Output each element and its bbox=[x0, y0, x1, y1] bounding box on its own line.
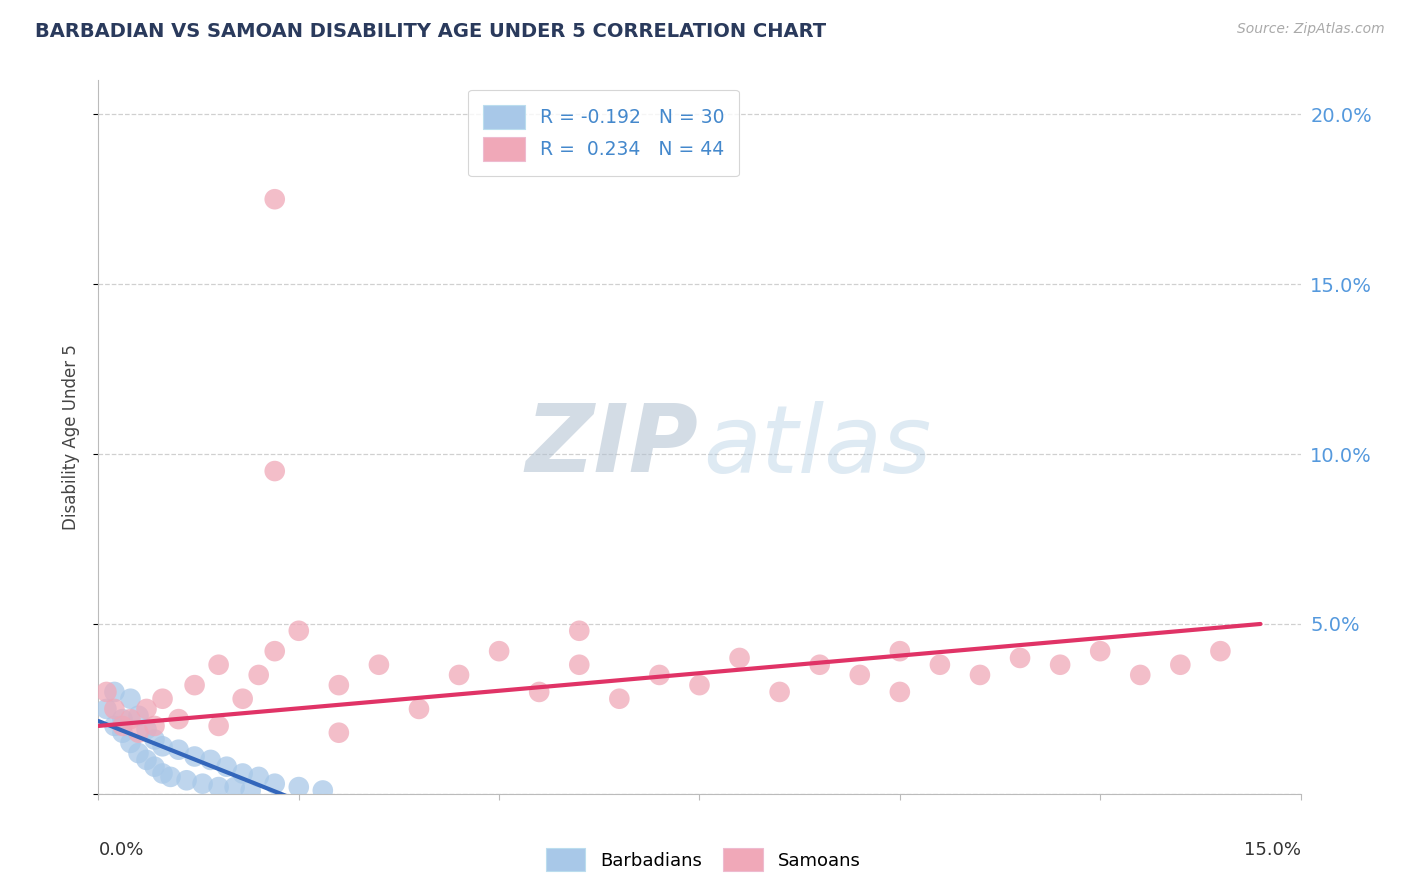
Text: 15.0%: 15.0% bbox=[1243, 841, 1301, 860]
Point bbox=[120, 712, 142, 726]
Point bbox=[263, 644, 285, 658]
Point bbox=[368, 657, 391, 672]
Point bbox=[128, 746, 150, 760]
Text: Source: ZipAtlas.com: Source: ZipAtlas.com bbox=[1237, 22, 1385, 37]
Point bbox=[648, 668, 671, 682]
Point bbox=[1010, 651, 1032, 665]
Point bbox=[135, 723, 157, 737]
Point bbox=[224, 780, 246, 794]
Point bbox=[239, 783, 262, 797]
Text: BARBADIAN VS SAMOAN DISABILITY AGE UNDER 5 CORRELATION CHART: BARBADIAN VS SAMOAN DISABILITY AGE UNDER… bbox=[35, 22, 827, 41]
Legend: Barbadians, Samoans: Barbadians, Samoans bbox=[538, 841, 868, 879]
Point bbox=[1170, 657, 1192, 672]
Point bbox=[263, 192, 285, 206]
Point bbox=[689, 678, 711, 692]
Point bbox=[889, 644, 911, 658]
Point bbox=[488, 644, 510, 658]
Point bbox=[247, 668, 270, 682]
Point bbox=[1049, 657, 1071, 672]
Point bbox=[312, 783, 335, 797]
Point bbox=[152, 739, 174, 754]
Point bbox=[208, 657, 231, 672]
Point bbox=[408, 702, 430, 716]
Point bbox=[232, 766, 254, 780]
Point bbox=[167, 742, 190, 756]
Point bbox=[1209, 644, 1232, 658]
Point bbox=[568, 624, 591, 638]
Point bbox=[328, 678, 350, 692]
Point bbox=[208, 780, 231, 794]
Point bbox=[120, 691, 142, 706]
Point bbox=[96, 702, 118, 716]
Point bbox=[969, 668, 991, 682]
Point bbox=[609, 691, 631, 706]
Point bbox=[263, 464, 285, 478]
Point bbox=[808, 657, 831, 672]
Legend: R = -0.192   N = 30, R =  0.234   N = 44: R = -0.192 N = 30, R = 0.234 N = 44 bbox=[468, 90, 740, 177]
Point bbox=[159, 770, 181, 784]
Point bbox=[447, 668, 470, 682]
Point bbox=[568, 657, 591, 672]
Point bbox=[167, 712, 190, 726]
Point bbox=[111, 712, 134, 726]
Point bbox=[849, 668, 872, 682]
Point bbox=[128, 725, 150, 739]
Point bbox=[96, 685, 118, 699]
Point bbox=[120, 736, 142, 750]
Point bbox=[111, 725, 134, 739]
Point bbox=[328, 725, 350, 739]
Point bbox=[215, 760, 238, 774]
Point bbox=[152, 691, 174, 706]
Point bbox=[111, 719, 134, 733]
Point bbox=[143, 732, 166, 747]
Point bbox=[728, 651, 751, 665]
Point bbox=[135, 753, 157, 767]
Point bbox=[247, 770, 270, 784]
Point bbox=[769, 685, 792, 699]
Point bbox=[263, 777, 285, 791]
Point bbox=[232, 691, 254, 706]
Point bbox=[200, 753, 222, 767]
Point bbox=[135, 702, 157, 716]
Point bbox=[128, 708, 150, 723]
Point bbox=[1088, 644, 1111, 658]
Point bbox=[288, 780, 311, 794]
Point bbox=[1129, 668, 1152, 682]
Point bbox=[191, 777, 214, 791]
Point bbox=[889, 685, 911, 699]
Point bbox=[183, 749, 205, 764]
Point bbox=[143, 760, 166, 774]
Point bbox=[152, 766, 174, 780]
Point bbox=[103, 685, 125, 699]
Point bbox=[143, 719, 166, 733]
Y-axis label: Disability Age Under 5: Disability Age Under 5 bbox=[62, 344, 80, 530]
Point bbox=[103, 702, 125, 716]
Text: atlas: atlas bbox=[703, 401, 931, 491]
Text: 0.0%: 0.0% bbox=[98, 841, 143, 860]
Point bbox=[103, 719, 125, 733]
Point bbox=[208, 719, 231, 733]
Point bbox=[929, 657, 952, 672]
Text: ZIP: ZIP bbox=[526, 400, 699, 492]
Point bbox=[183, 678, 205, 692]
Point bbox=[288, 624, 311, 638]
Point bbox=[529, 685, 551, 699]
Point bbox=[176, 773, 198, 788]
